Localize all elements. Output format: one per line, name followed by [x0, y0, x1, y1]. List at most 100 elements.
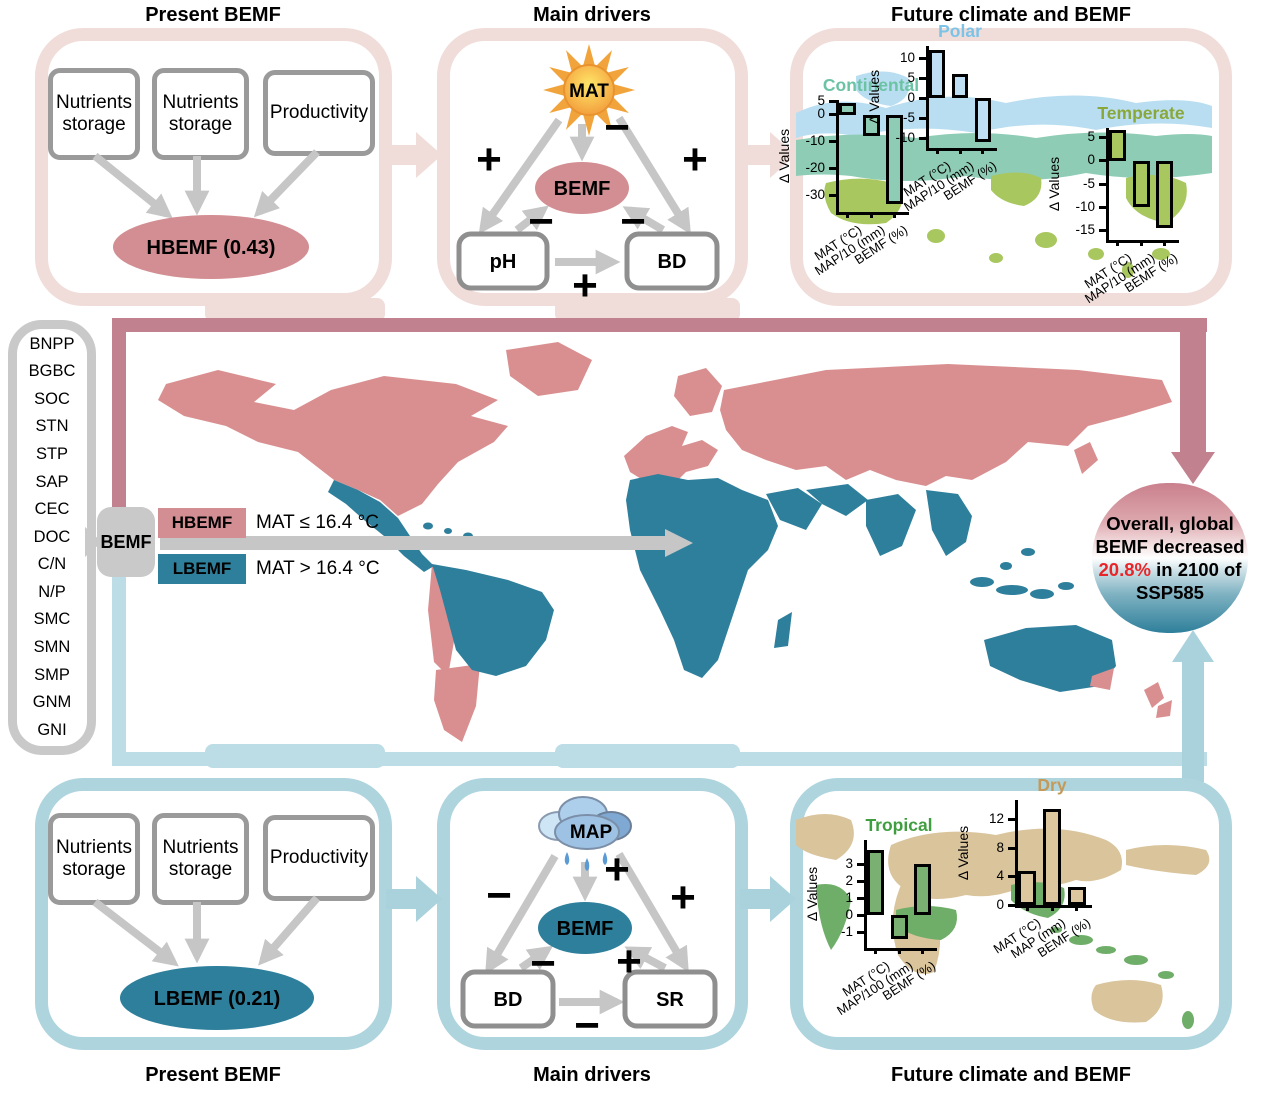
- variable-list: BNPP BGBC SOC STN STP SAP CEC DOC C/N N/P SMC SMN SM…: [29, 331, 76, 745]
- hbemf-ellipse: [113, 215, 309, 279]
- sign-map-sr: +: [670, 873, 696, 922]
- dry-region: [796, 814, 1210, 1023]
- sign-ph-bemf: −: [528, 197, 554, 246]
- chart-temperate: Temperate Δ Values 5 0 -5 -10 -15 MAT (°C) MAP/1…: [1046, 103, 1185, 307]
- flow-arrow-bottom-1: [386, 876, 442, 922]
- bemf-ellipse-top: [535, 162, 629, 214]
- bd-box: [624, 231, 720, 291]
- variable-item: BNPP: [29, 334, 75, 353]
- variable-item: C/N: [37, 555, 67, 574]
- sign-map-bemf: +: [604, 845, 630, 894]
- legend-lbemf-condition: MAT > 16.4 °C: [256, 558, 380, 579]
- bemf-ellipse-bottom: [538, 902, 632, 954]
- variable-item: STP: [35, 444, 69, 463]
- sr-label: SR: [656, 989, 684, 1011]
- drivers-top-diagram: MAT BEMF pH BD + − + − − +: [456, 44, 720, 306]
- sign-mat-bemf: −: [604, 103, 630, 152]
- chart-tropical: Tropical Δ Values 3 2 1 0 -1 MAT (°C) MAP/100 (m…: [804, 815, 939, 1019]
- summary-highlight: 20.8%: [1098, 559, 1151, 580]
- box-nutrients-storage-1: Nutrients storage: [48, 68, 140, 160]
- summary-line3: 20.8% in 2100 of: [1099, 558, 1242, 581]
- variable-item: BGBC: [28, 362, 76, 381]
- summary-line2: BEMF decreased: [1095, 535, 1245, 557]
- lbemf-ellipse: [120, 966, 314, 1030]
- chart-dry: Dry Δ Values 12 8 4 0 MAT (°C) MAP (mm) BEMF (%): [955, 775, 1093, 962]
- map-label: MAP: [570, 822, 613, 843]
- map-hbemf-regions: [158, 342, 1172, 742]
- lbemf-label: LBEMF (0.21): [154, 988, 281, 1010]
- sr-box: [622, 969, 718, 1029]
- box-productivity-2: Productivity: [263, 815, 375, 901]
- title-top-future: Future climate and BEMF: [890, 4, 1132, 26]
- variable-item: N/P: [38, 582, 66, 601]
- variable-item: DOC: [33, 527, 71, 546]
- arrow-rose-shaft: [1180, 318, 1206, 454]
- map-frame-top: [112, 318, 1207, 332]
- flow-arrow-bottom-2: [740, 876, 796, 922]
- variable-item: SOC: [34, 389, 70, 408]
- chart-polar: Polar Δ Values 10 5 0 -5 -10 MAT (°C) MAP/10 (mm…: [866, 21, 999, 215]
- variable-list-panel: BNPP BGBC SOC STN STP SAP CEC DOC C/N N/P SMC SMN SM…: [8, 320, 96, 755]
- hbemf-label: HBEMF (0.43): [147, 237, 276, 259]
- south-biome-map: [796, 814, 1210, 1029]
- summary-line3-rest: in 2100 of: [1150, 559, 1242, 580]
- summary-line1: Overall, global: [1106, 512, 1234, 534]
- legend-hbemf-chip: HBEMF: [158, 508, 246, 538]
- bd-label-2: BD: [494, 989, 523, 1011]
- box-nutrients-storage-3: Nutrients storage: [48, 813, 140, 905]
- title-bottom-future: Future climate and BEMF: [890, 1064, 1132, 1086]
- title-top-drivers: Main drivers: [533, 4, 651, 26]
- rain-drops: [564, 852, 608, 871]
- sign-map-bd: −: [486, 871, 512, 920]
- box-productivity: Productivity: [263, 70, 375, 156]
- bemf-label-bottom: BEMF: [557, 918, 614, 940]
- legend-arrow-shaft: [160, 536, 665, 550]
- map-hbemf-au-corner: [1090, 668, 1114, 690]
- sun-icon: MAT: [543, 44, 635, 136]
- summary-badge: Overall, global BEMF decreased 20.8% in …: [1092, 483, 1248, 633]
- sign-bd-bemf: −: [620, 197, 646, 246]
- chart-continental: Continental Δ Values 5 0 -10 -20 -30 MAT (°C) MA…: [776, 75, 920, 279]
- bemf-label-top: BEMF: [554, 178, 611, 200]
- mat-label: MAT: [569, 81, 609, 102]
- map-frame-bottom: [112, 752, 1207, 766]
- world-map: [158, 342, 1172, 742]
- variable-item: SAP: [35, 472, 69, 491]
- present-bottom-arrows: LBEMF (0.21): [92, 895, 321, 1030]
- bd-label: BD: [658, 251, 687, 273]
- drivers-bottom-diagram: MAP BEMF BD SR − + + − + −: [460, 796, 718, 1050]
- variable-item: GNM: [32, 693, 72, 712]
- flow-arrow-top-1: [386, 132, 442, 178]
- bd-box-2: [460, 969, 556, 1029]
- sign-mat-bd: +: [682, 135, 708, 184]
- variable-item: SMP: [34, 665, 70, 684]
- sign-bd-bemf-2: −: [530, 939, 556, 988]
- variable-item: STN: [35, 417, 69, 436]
- title-bottom-present: Present BEMF: [145, 1064, 281, 1086]
- variable-item: SMN: [33, 638, 71, 657]
- ph-label: pH: [490, 251, 517, 273]
- legend-hbemf-condition: MAT ≤ 16.4 °C: [256, 512, 379, 533]
- rain-cloud-icon: MAP: [538, 796, 632, 871]
- map-frame-left-rose: [112, 318, 126, 510]
- sign-sr-bemf: +: [616, 937, 642, 986]
- variable-item: SMC: [33, 610, 71, 629]
- ph-box: [456, 231, 550, 291]
- summary-line4: SSP585: [1136, 582, 1204, 604]
- legend-arrow-head: [665, 529, 693, 557]
- present-top-arrows: HBEMF (0.43): [92, 149, 320, 279]
- sign-bd-sr: −: [574, 1001, 600, 1050]
- arrow-rose-head: [1171, 452, 1215, 484]
- title-top-present: Present BEMF: [145, 4, 281, 26]
- map-frame-left-blue: [112, 576, 126, 766]
- flow-arrow-top-2: [740, 132, 796, 178]
- variable-item: CEC: [34, 500, 70, 519]
- bemf-node: BEMF: [97, 507, 155, 577]
- sign-mat-ph: +: [476, 135, 502, 184]
- arrow-blue-shaft: [1182, 662, 1204, 782]
- box-nutrients-storage-4: Nutrients storage: [152, 813, 249, 905]
- sign-ph-bd: +: [572, 261, 598, 306]
- arrow-blue-head: [1172, 630, 1214, 662]
- variable-item: GNI: [37, 720, 67, 739]
